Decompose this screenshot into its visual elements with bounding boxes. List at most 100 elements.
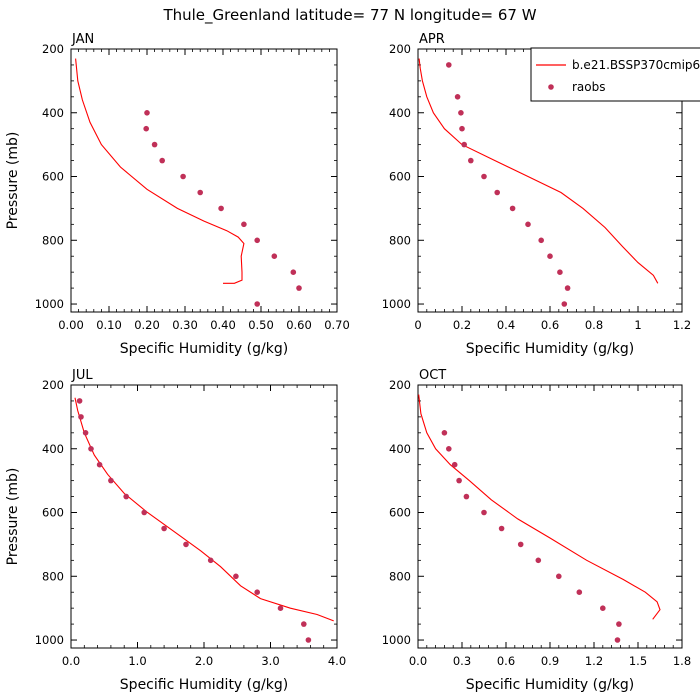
raobs-point-jul-6	[123, 493, 129, 500]
y-tick-label-apr-1: 400	[389, 106, 411, 120]
raobs-point-jan-7	[241, 221, 247, 228]
y-tick-label-jan-0: 200	[42, 42, 64, 56]
legend-box	[530, 47, 700, 102]
raobs-point-oct-5	[481, 509, 487, 516]
y-tick-label-apr-4: 1000	[382, 297, 411, 311]
x-tick-label-jul-3: 3.0	[261, 654, 279, 668]
raobs-point-oct-1	[446, 446, 452, 452]
y-tick-label-jan-3: 800	[42, 233, 64, 247]
model-line-jul	[74, 397, 334, 622]
raobs-point-jan-12	[254, 301, 260, 307]
x-tick-label-apr-5: 1	[634, 318, 641, 332]
y-tick-label-jul-3: 800	[42, 569, 64, 583]
x-tick-label-jul-4: 4.0	[328, 654, 346, 668]
legend-raobs-marker	[548, 84, 554, 90]
raobs-point-jan-3	[159, 157, 165, 164]
raobs-point-apr-10	[538, 237, 544, 244]
raobs-point-jul-15	[305, 637, 312, 643]
y-tick-label-oct-4: 1000	[382, 633, 411, 647]
panel-label-jan: JAN	[71, 32, 94, 47]
raobs-point-oct-0	[441, 430, 448, 436]
figure-title: Thule_Greenland latitude= 77 N longitude…	[162, 6, 536, 25]
x-tick-label-oct-6: 1.8	[673, 654, 691, 668]
x-tick-label-apr-3: 0.6	[541, 318, 559, 332]
x-tick-label-jul-1: 1.0	[128, 654, 146, 668]
x-tick-label-jan-1: 0.10	[96, 318, 122, 332]
plot-frame-jul	[70, 384, 338, 649]
raobs-point-jan-4	[180, 173, 186, 180]
x-axis-title-jan: Specific Humidity (g/kg)	[120, 341, 288, 357]
legend-raobs-label: raobs	[572, 80, 606, 94]
raobs-point-oct-7	[517, 541, 524, 548]
panel-jul: JUL 0.0 1.0 2.0 3.0 4.0 200 400 600 800 1000 Specif…	[5, 368, 346, 693]
x-tick-label-apr-1: 0.2	[453, 318, 471, 332]
y-tick-label-oct-3: 800	[389, 569, 411, 583]
x-tick-label-jan-4: 0.40	[210, 318, 236, 332]
raobs-point-apr-8	[509, 205, 516, 212]
raobs-point-jul-13	[277, 605, 284, 611]
y-axis-title-jan: Pressure (mb)	[5, 132, 21, 230]
y-tick-label-jul-2: 600	[42, 506, 64, 520]
legend-model-label: b.e21.BSSP370cmip6	[572, 58, 700, 72]
y-axis-title-jul: Pressure (mb)	[5, 468, 21, 566]
raobs-point-jul-1	[78, 414, 84, 420]
raobs-point-jul-14	[301, 621, 307, 627]
raobs-point-oct-10	[576, 589, 583, 595]
raobs-point-apr-3	[459, 125, 465, 132]
raobs-point-oct-3	[456, 477, 462, 484]
x-tick-label-apr-0: 0	[414, 318, 421, 332]
raobs-point-jan-8	[254, 237, 260, 244]
y-tick-label-apr-3: 800	[389, 233, 411, 247]
raobs-point-jul-2	[82, 430, 89, 436]
model-line-apr	[418, 58, 659, 284]
y-tick-label-oct-2: 600	[389, 506, 411, 520]
raobs-point-jan-11	[296, 285, 302, 291]
raobs-point-oct-11	[600, 605, 606, 611]
y-tick-label-jul-1: 400	[42, 442, 64, 456]
raobs-point-apr-12	[557, 269, 563, 276]
raobs-point-jul-10	[207, 557, 214, 564]
y-tick-label-apr-0: 200	[389, 42, 411, 56]
y-tick-label-jan-2: 600	[42, 170, 64, 184]
raobs-point-apr-5	[468, 157, 474, 164]
x-tick-label-apr-6: 1.2	[673, 318, 691, 332]
x-tick-label-oct-4: 1.2	[585, 654, 603, 668]
panel-label-oct: OCT	[419, 368, 446, 383]
raobs-point-oct-9	[556, 573, 562, 580]
raobs-point-oct-6	[498, 525, 505, 532]
raobs-point-apr-7	[494, 189, 501, 196]
raobs-point-jan-10	[290, 269, 297, 276]
y-tick-label-apr-2: 600	[389, 170, 411, 184]
raobs-point-jul-3	[88, 446, 94, 452]
raobs-point-jul-12	[254, 589, 260, 595]
x-tick-label-oct-5: 1.5	[629, 654, 647, 668]
model-line-oct	[418, 394, 661, 620]
y-tick-label-oct-0: 200	[389, 378, 411, 392]
raobs-point-apr-0	[446, 62, 452, 68]
raobs-point-apr-2	[458, 110, 464, 116]
x-axis-title-oct: Specific Humidity (g/kg)	[466, 677, 634, 693]
raobs-point-jan-9	[271, 253, 278, 259]
raobs-point-jan-1	[143, 125, 149, 132]
raobs-point-jul-11	[233, 573, 239, 580]
raobs-point-oct-12	[616, 621, 622, 627]
y-tick-label-jan-1: 400	[42, 106, 64, 120]
raobs-point-apr-13	[564, 285, 571, 291]
plot-frame-jan	[70, 48, 338, 313]
panel-label-apr: APR	[419, 32, 445, 47]
raobs-point-jul-7	[141, 509, 147, 516]
raobs-point-apr-9	[525, 221, 531, 228]
x-tick-label-oct-3: 0.9	[541, 654, 559, 668]
panel-jan: JAN 0.00 0.10 0.20 0.30 0.40 0.50 0.60 0.70 200 40…	[5, 32, 350, 357]
raobs-point-jan-0	[144, 110, 150, 116]
x-axis-title-jul: Specific Humidity (g/kg)	[120, 677, 288, 693]
raobs-point-jul-0	[76, 398, 83, 404]
x-tick-label-apr-4: 0.8	[585, 318, 603, 332]
panel-label-jul: JUL	[71, 368, 93, 383]
raobs-point-apr-11	[547, 253, 553, 259]
y-tick-label-jul-4: 1000	[35, 633, 64, 647]
model-line-jan	[75, 58, 245, 284]
x-tick-label-oct-0: 0.0	[409, 654, 427, 668]
raobs-point-apr-1	[454, 94, 461, 100]
